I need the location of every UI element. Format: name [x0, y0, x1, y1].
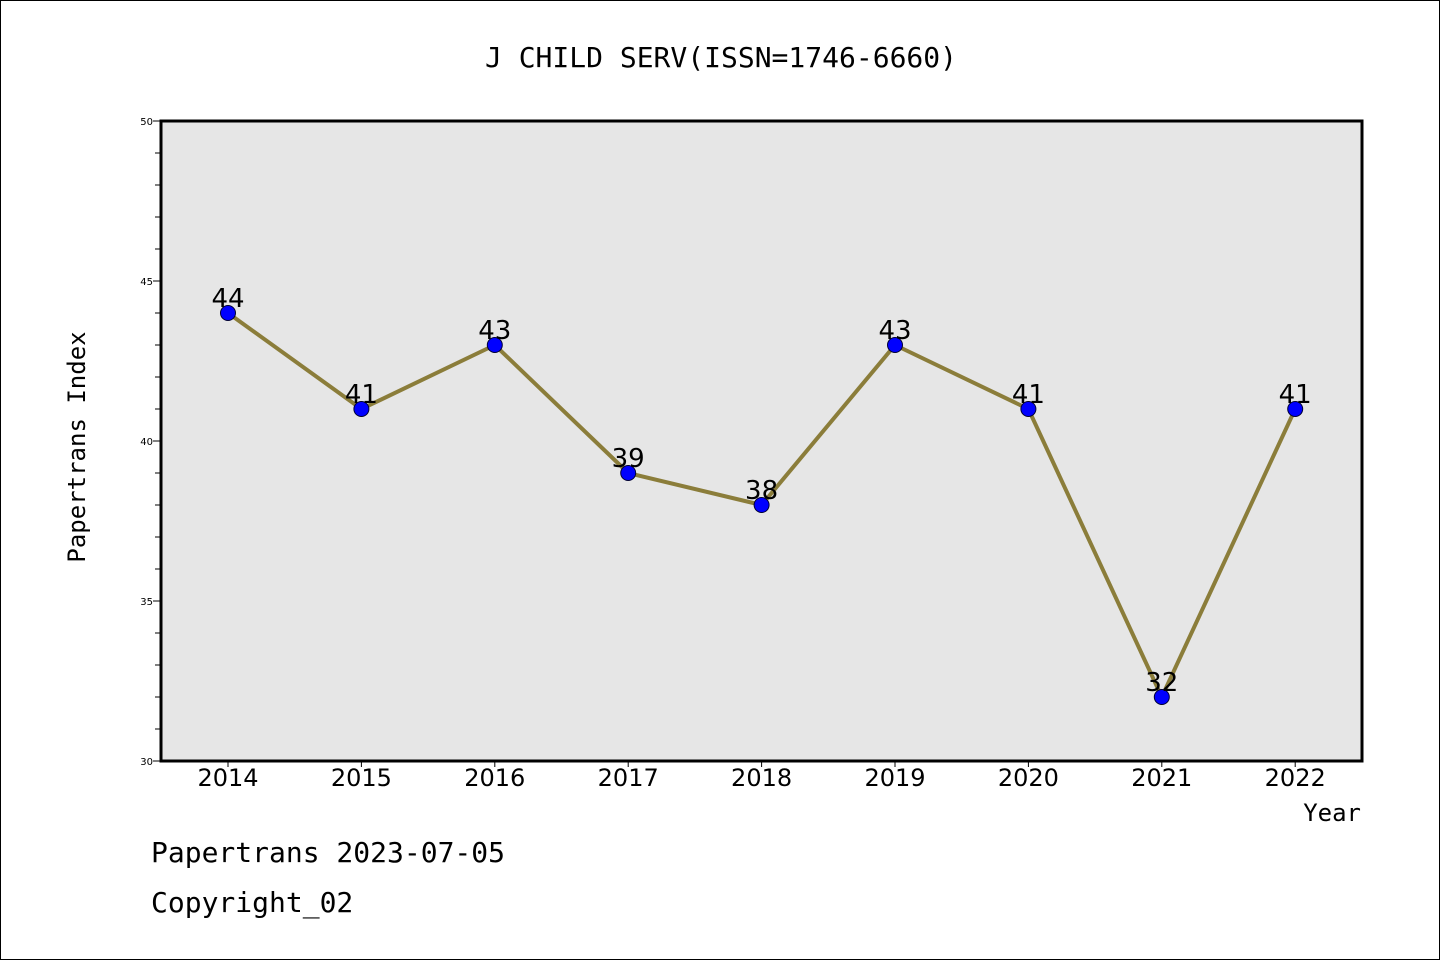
data-label: 43	[478, 316, 511, 346]
data-label: 41	[345, 380, 378, 410]
y-tick-label: 30	[140, 757, 153, 768]
y-axis: 30 35 40 45 50	[140, 117, 161, 768]
x-tick-label: 2017	[598, 764, 659, 792]
data-label: 43	[878, 316, 911, 346]
x-tick-label: 2018	[731, 764, 792, 792]
x-tick-label: 2022	[1265, 764, 1326, 792]
x-axis-label: Year	[1303, 799, 1361, 827]
data-label: 41	[1279, 380, 1312, 410]
footer-date: Papertrans 2023-07-05	[151, 836, 505, 869]
y-axis-label: Papertrans Index	[63, 331, 91, 562]
data-label: 39	[612, 444, 645, 474]
x-tick-label: 2016	[464, 764, 525, 792]
y-tick-label: 35	[140, 597, 153, 608]
y-tick-label: 45	[140, 277, 153, 288]
x-tick-label: 2021	[1131, 764, 1192, 792]
y-tick-label: 50	[140, 117, 153, 128]
x-tick-label: 2015	[331, 764, 392, 792]
plot-area	[161, 121, 1362, 761]
data-label: 38	[745, 476, 778, 506]
chart-frame: J CHILD SERV(ISSN=1746-6660) 30 35 40 45 50 …	[0, 0, 1440, 960]
chart-title: J CHILD SERV(ISSN=1746-6660)	[485, 41, 957, 74]
data-label: 32	[1145, 668, 1178, 698]
x-tick-label: 2014	[197, 764, 258, 792]
data-label: 44	[211, 284, 244, 314]
data-label: 41	[1012, 380, 1045, 410]
footer-copyright: Copyright_02	[151, 886, 353, 919]
x-tick-label: 2019	[864, 764, 925, 792]
y-tick-label: 40	[140, 437, 153, 448]
x-tick-label: 2020	[998, 764, 1059, 792]
x-axis: 2014 2015 2016 2017 2018 2019 2020 2021 2022	[197, 761, 1325, 792]
line-chart: J CHILD SERV(ISSN=1746-6660) 3035404550 …	[1, 1, 1440, 961]
